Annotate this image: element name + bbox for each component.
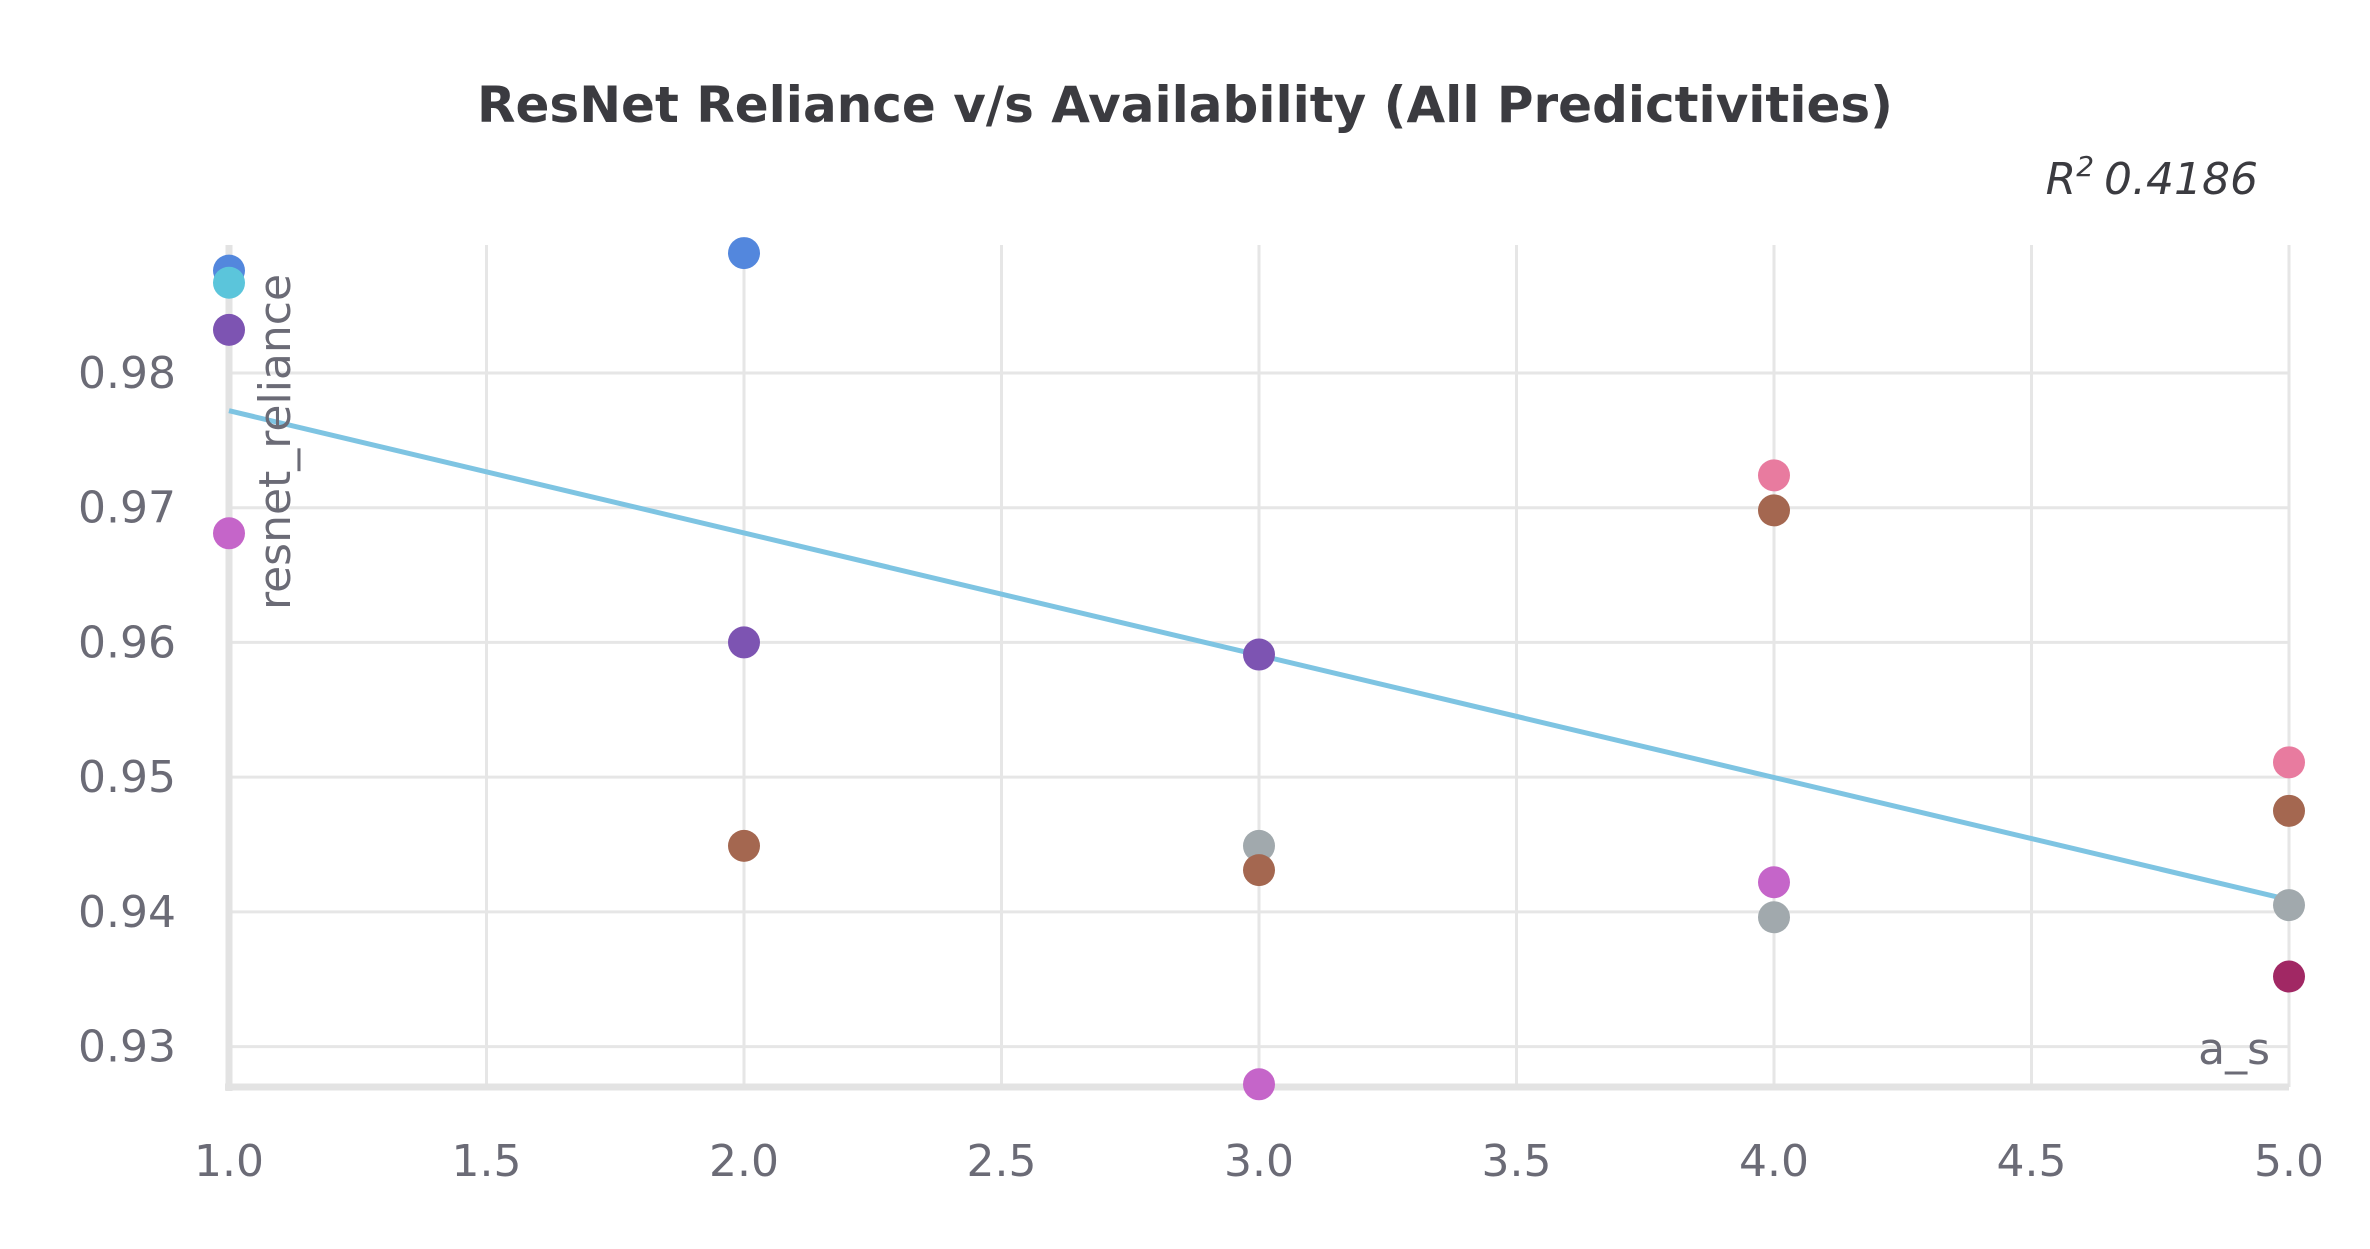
data-point[interactable] xyxy=(1758,459,1790,492)
y-axis-label: resnet_reliance xyxy=(250,274,301,610)
x-tick-label: 3.0 xyxy=(1224,1136,1294,1187)
x-tick-label: 4.0 xyxy=(1739,1136,1809,1187)
data-point[interactable] xyxy=(213,313,245,346)
data-point[interactable] xyxy=(2273,794,2305,827)
data-point[interactable] xyxy=(213,266,245,299)
data-point[interactable] xyxy=(1243,854,1275,887)
data-point[interactable] xyxy=(1758,901,1790,934)
x-tick-label: 3.5 xyxy=(1482,1136,1552,1187)
x-tick-label: 2.5 xyxy=(967,1136,1037,1187)
data-point[interactable] xyxy=(1758,494,1790,527)
data-point[interactable] xyxy=(1243,1068,1275,1101)
y-tick-label: 0.98 xyxy=(78,348,176,399)
x-tick-label: 4.5 xyxy=(1997,1136,2067,1187)
labels-layer: ResNet Reliance v/s Availability (All Pr… xyxy=(78,76,2324,1187)
data-point[interactable] xyxy=(2273,889,2305,922)
chart-title: ResNet Reliance v/s Availability (All Pr… xyxy=(477,76,1893,134)
r-squared-symbol: R xyxy=(2046,154,2077,205)
y-tick-label: 0.96 xyxy=(78,617,176,668)
data-point[interactable] xyxy=(728,626,760,659)
data-point[interactable] xyxy=(1243,638,1275,671)
y-tick-label: 0.95 xyxy=(78,752,176,803)
data-point[interactable] xyxy=(2273,746,2305,779)
y-tick-label: 0.93 xyxy=(78,1022,176,1073)
data-point[interactable] xyxy=(728,237,760,270)
x-tick-label: 1.5 xyxy=(452,1136,522,1187)
x-tick-label: 1.0 xyxy=(194,1136,264,1187)
data-point[interactable] xyxy=(2273,960,2305,993)
r-squared-annotation: R2 0.4186 xyxy=(2046,150,2258,205)
x-axis-label: a_s xyxy=(2198,1024,2270,1075)
points-layer xyxy=(213,237,2305,1101)
data-point[interactable] xyxy=(728,829,760,862)
r-squared-value: 0.4186 xyxy=(2104,154,2258,205)
y-tick-label: 0.97 xyxy=(78,483,176,534)
data-point[interactable] xyxy=(1758,866,1790,899)
data-point[interactable] xyxy=(213,517,245,550)
x-tick-label: 2.0 xyxy=(709,1136,779,1187)
x-tick-label: 5.0 xyxy=(2254,1136,2324,1187)
r-squared-exponent: 2 xyxy=(2076,150,2094,183)
data-point[interactable] xyxy=(1243,829,1275,862)
y-tick-label: 0.94 xyxy=(78,887,176,938)
